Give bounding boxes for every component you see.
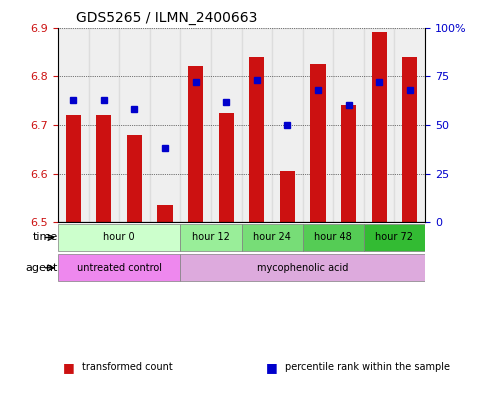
Text: hour 48: hour 48 (314, 233, 352, 242)
Bar (180, 28, 211, 222)
Bar (371, 32, 387, 222)
Bar (219, 113, 234, 222)
Text: mycophenolic acid: mycophenolic acid (257, 263, 348, 273)
Bar (96, 115, 112, 222)
Bar (341, 105, 356, 222)
Bar (188, 66, 203, 222)
FancyBboxPatch shape (303, 224, 364, 251)
Bar (150, 28, 180, 222)
Bar (66, 115, 81, 222)
Bar (127, 135, 142, 222)
Bar (119, 28, 150, 222)
Bar (364, 28, 395, 222)
Bar (242, 28, 272, 222)
FancyBboxPatch shape (242, 224, 303, 251)
Text: untreated control: untreated control (77, 263, 162, 273)
Text: hour 24: hour 24 (253, 233, 291, 242)
FancyBboxPatch shape (58, 224, 180, 251)
Text: transformed count: transformed count (82, 362, 173, 373)
Bar (88, 28, 119, 222)
Bar (311, 64, 326, 222)
Bar (272, 28, 303, 222)
Text: time: time (33, 233, 58, 242)
Text: hour 0: hour 0 (103, 233, 135, 242)
Bar (303, 28, 333, 222)
Bar (157, 205, 173, 222)
FancyBboxPatch shape (364, 224, 425, 251)
Bar (333, 28, 364, 222)
Bar (395, 28, 425, 222)
Bar (402, 57, 417, 222)
Bar (280, 171, 295, 222)
Text: ■: ■ (266, 361, 277, 374)
Text: GDS5265 / ILMN_2400663: GDS5265 / ILMN_2400663 (76, 11, 258, 25)
Text: percentile rank within the sample: percentile rank within the sample (285, 362, 450, 373)
Text: ■: ■ (63, 361, 74, 374)
Bar (211, 28, 242, 222)
FancyBboxPatch shape (180, 254, 425, 281)
Text: hour 72: hour 72 (375, 233, 413, 242)
Bar (249, 57, 265, 222)
FancyBboxPatch shape (180, 224, 242, 251)
Text: agent: agent (26, 263, 58, 273)
Bar (58, 28, 88, 222)
FancyBboxPatch shape (58, 254, 180, 281)
Text: hour 12: hour 12 (192, 233, 230, 242)
